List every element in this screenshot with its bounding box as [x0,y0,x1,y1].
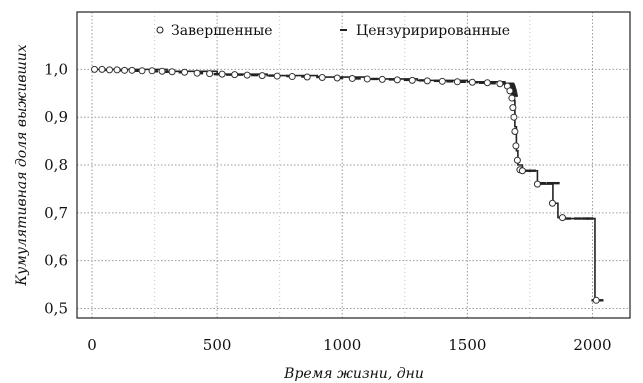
x-tick-label: 1000 [323,336,361,354]
grid-lines [77,12,630,318]
complete-point [219,71,225,77]
x-tick-label: 500 [203,336,232,354]
x-tick-label: 2000 [573,336,611,354]
survival-step-line [92,69,600,300]
complete-point [484,80,490,86]
complete-point [511,114,517,120]
complete-point [114,67,120,73]
complete-point [182,69,188,75]
complete-point [593,297,599,303]
y-tick-label: 0,5 [44,299,68,317]
complete-point [424,78,430,84]
complete-point [454,79,460,85]
complete-point [244,72,250,78]
complete-point [159,68,165,74]
complete-point [122,67,128,73]
complete-point [549,200,555,206]
complete-point [259,73,265,79]
y-tick-label: 0,8 [44,156,68,174]
x-tick-label: 0 [87,336,97,354]
complete-point [394,77,400,83]
complete-point [289,74,295,80]
complete-point [559,215,565,221]
complete-point [334,75,340,81]
complete-point [534,181,540,187]
complete-point [439,78,445,84]
complete-point [194,70,200,76]
complete-point [99,66,105,72]
censored-markers [104,70,604,300]
survival-curve [92,69,600,300]
y-tick-labels: 0,5 0,6 0,7 0,8 0,9 1,0 [44,60,68,317]
complete-point [319,75,325,81]
complete-point [304,74,310,80]
complete-point [232,72,238,78]
y-tick-label: 0,7 [44,204,68,222]
complete-point [107,67,113,73]
complete-point [497,81,503,87]
complete-point [469,79,475,85]
complete-point [409,77,415,83]
complete-point [379,76,385,82]
complete-point [514,157,520,163]
legend-censored-label: Цензурирированные [356,23,510,39]
complete-point [139,68,145,74]
complete-point [92,66,98,72]
x-axis-title: Время жизни, дни [283,366,424,382]
complete-point [509,95,515,101]
complete-point [364,76,370,82]
complete-point [513,143,519,149]
complete-point [507,88,513,94]
complete-point [349,75,355,81]
legend-complete-label: Завершенные [171,23,273,39]
complete-point [510,105,516,111]
complete-markers [92,66,600,303]
complete-point [149,68,155,74]
x-tick-label: 1500 [448,336,486,354]
y-tick-label: 0,6 [44,252,68,270]
legend-complete-marker [157,27,163,33]
complete-point [274,73,280,79]
y-tick-label: 1,0 [44,60,68,78]
x-tick-labels: 0 500 1000 1500 2000 [87,336,611,354]
complete-point [207,71,213,77]
y-tick-label: 0,9 [44,108,68,126]
y-axis-title: Кумулятивная доля выживших [14,44,30,286]
complete-point [129,67,135,73]
legend: Завершенные Цензурирированные [157,23,510,39]
complete-point [169,69,175,75]
complete-point [512,129,518,135]
complete-point [519,168,525,174]
